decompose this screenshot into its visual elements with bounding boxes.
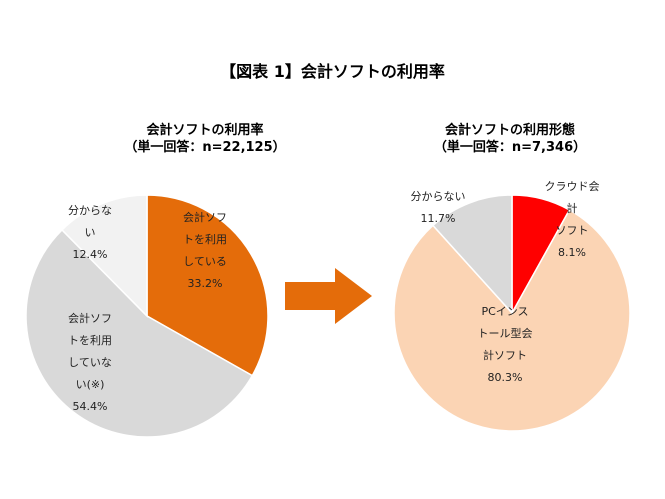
left-chart-title-text: 会計ソフトの利用率 bbox=[146, 123, 264, 138]
right-pie-slice-2 bbox=[431, 194, 513, 315]
figure-title: 【図表 1】会計ソフトの利用率 bbox=[220, 62, 445, 81]
right-chart-title-text: 会計ソフトの利用形態 bbox=[444, 123, 575, 138]
right-pie-slice-1 bbox=[393, 208, 631, 432]
left-pie-slice-2 bbox=[60, 194, 148, 318]
left-slice-label-0: 会計ソフトを利用している 33.2% bbox=[183, 210, 227, 290]
left-chart-title: 会計ソフトの利用率 （単一回答：n=22,125） bbox=[80, 122, 330, 156]
left-pie-chart: 会計ソフトを利用している 33.2% 会計ソフトを利用していない(※) 54.4% 分か… bbox=[25, 194, 269, 438]
right-pie-chart: クラウド会計ソフト 8.1%PCインストール型会計ソフト 80.3% 分からない 11.… bbox=[393, 180, 631, 432]
right-arrow-icon bbox=[285, 268, 372, 324]
right-slice-label-2: 分からない 11.7% bbox=[411, 190, 466, 225]
right-slice-label-0: クラウド会計ソフト 8.1% bbox=[545, 180, 600, 259]
left-slice-label-1: 会計ソフトを利用していない(※) 54.4% bbox=[68, 311, 112, 413]
right-chart-subtitle: （単一回答：n=7,346） bbox=[433, 140, 587, 155]
left-slice-label-2: 分からない 12.4% bbox=[68, 204, 112, 261]
left-chart-subtitle: （単一回答：n=22,125） bbox=[124, 140, 286, 155]
left-pie-slice-0 bbox=[146, 194, 269, 377]
left-pie-slice-1 bbox=[25, 228, 254, 438]
right-slice-label-1: PCインストール型会計ソフト 80.3% bbox=[478, 305, 533, 384]
right-chart-title: 会計ソフトの利用形態 （単一回答：n=7,346） bbox=[390, 122, 630, 156]
